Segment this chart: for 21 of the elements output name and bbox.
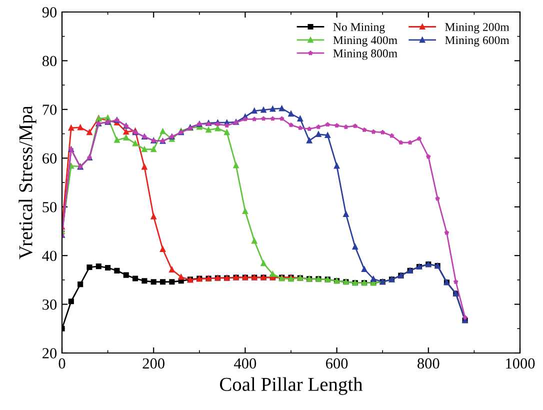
legend-label: No Mining (333, 23, 385, 34)
y-tick-label: 70 (42, 104, 57, 115)
legend-label: Mining 400m (333, 36, 398, 47)
y-tick-label: 40 (42, 250, 57, 262)
x-tick-label: 800 (418, 358, 440, 369)
legend-label: Mining 200m (445, 23, 510, 34)
x-tick-label: 0 (58, 358, 66, 369)
x-tick-label: 1000 (506, 358, 535, 369)
y-tick-label: 30 (42, 299, 57, 310)
x-axis-title: Coal Pillar Length (220, 377, 363, 395)
y-tick-label: 50 (42, 202, 57, 212)
y-tick-label: 90 (42, 7, 57, 18)
legend-label: Mining 800m (333, 49, 398, 60)
x-tick-label: 400 (234, 358, 256, 369)
y-tick-label: 80 (42, 56, 57, 66)
y-axis-title: Vretical Stress/Mpa (18, 106, 36, 260)
y-tick-label: 60 (42, 153, 57, 164)
legend-label: Mining 600m (445, 36, 510, 47)
x-tick-label: 600 (326, 358, 348, 369)
x-tick-label: 200 (142, 358, 164, 369)
y-tick-label: 20 (42, 348, 57, 358)
